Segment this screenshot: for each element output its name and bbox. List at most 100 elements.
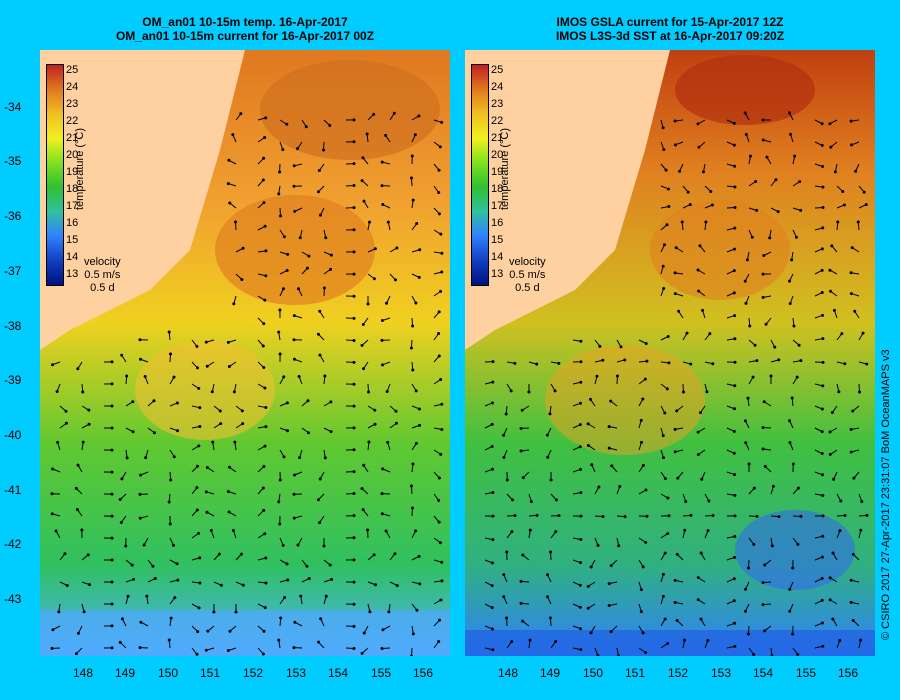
current-arrow-head (262, 465, 266, 469)
current-arrow-head (820, 452, 824, 456)
current-arrow-head (305, 266, 309, 270)
current-arrow-head (832, 477, 836, 481)
current-arrow-head (352, 492, 356, 496)
current-arrow-head (491, 648, 495, 652)
current-arrow-head (437, 499, 441, 503)
lon-tick: 148 (498, 666, 519, 680)
current-arrow-head (329, 430, 333, 434)
cb-tick: 13 (491, 268, 504, 280)
current-arrow-head (145, 594, 149, 598)
current-arrow-head (865, 362, 869, 366)
current-arrow-head (821, 494, 825, 498)
current-arrow-head (262, 366, 266, 370)
current-arrow-head (554, 498, 558, 502)
velocity-label: velocity (84, 256, 121, 268)
current-arrow-head (607, 604, 611, 608)
current-arrow-head (352, 646, 356, 650)
current-arrow-head (352, 404, 356, 408)
current-arrow-head (292, 492, 296, 496)
current-arrow-head (110, 404, 114, 408)
current-arrow-head (579, 538, 583, 542)
current-arrow-head (386, 440, 390, 444)
current-arrow-head (521, 553, 525, 557)
current-arrow-head (579, 380, 583, 384)
current-arrow-head (765, 155, 769, 159)
current-arrow-head (234, 610, 238, 614)
current-arrow-head (372, 112, 376, 116)
current-arrow-head (588, 397, 592, 401)
current-arrow-head (139, 620, 143, 624)
current-arrow-head (138, 492, 142, 496)
current-arrow-head (490, 627, 494, 631)
current-arrow-head (169, 616, 173, 620)
cb-tick: 21 (491, 132, 504, 144)
current-arrow-head (596, 653, 600, 656)
current-arrow-head (680, 220, 684, 224)
current-arrow-head (437, 191, 441, 195)
current-arrow-head (219, 422, 223, 426)
current-arrow-head (733, 514, 737, 518)
current-arrow-head (264, 581, 268, 585)
current-arrow-head (56, 440, 60, 444)
current-arrow-head (607, 582, 611, 586)
current-arrow-head (218, 409, 222, 413)
current-arrow-head (393, 278, 397, 282)
current-arrow-head (790, 258, 794, 262)
current-arrow-head (125, 456, 129, 460)
current-arrow-head (706, 639, 710, 643)
current-arrow-head (279, 214, 283, 218)
current-arrow-head (323, 456, 327, 460)
current-arrow-head (755, 359, 759, 363)
current-arrow-head (296, 543, 300, 547)
current-arrow-head (510, 530, 514, 534)
current-arrow-head (821, 534, 825, 538)
velocity-legend: velocity 0.5 m/s 0.5 d (509, 256, 546, 295)
current-arrow-head (491, 490, 495, 494)
current-arrow-head (385, 389, 389, 393)
current-arrow-head (828, 122, 832, 126)
lon-tick: 150 (158, 666, 179, 680)
current-arrow-head (821, 165, 825, 169)
current-arrow-head (579, 514, 583, 518)
current-arrow-head (415, 222, 419, 226)
current-arrow-head (231, 528, 235, 532)
current-arrow-head (667, 514, 671, 518)
current-arrow-head (829, 145, 833, 149)
lon-tick: 150 (583, 666, 604, 680)
current-arrow-head (293, 209, 297, 213)
mid-eddy (545, 345, 705, 455)
current-arrow-head (705, 390, 709, 394)
current-arrow-head (228, 465, 232, 469)
current-arrow-head (750, 235, 754, 239)
current-arrow-head (709, 190, 713, 194)
current-arrow-head (770, 654, 774, 656)
current-arrow-head (393, 552, 397, 556)
current-arrow-head (793, 154, 797, 158)
current-arrow-head (204, 490, 208, 494)
current-arrow-head (306, 431, 310, 435)
current-arrow-head (860, 499, 864, 503)
current-arrow-head (81, 390, 85, 394)
current-arrow-head (663, 551, 667, 555)
current-arrow-head (761, 138, 765, 142)
current-arrow-head (440, 560, 444, 564)
current-arrow-head (304, 125, 308, 129)
current-arrow-head (673, 271, 677, 275)
current-arrow-head (299, 594, 303, 598)
current-arrow-head (733, 555, 737, 559)
current-arrow-head (50, 492, 54, 496)
current-arrow-head (788, 587, 792, 591)
current-arrow-head (380, 160, 384, 164)
current-arrow-head (761, 581, 765, 585)
current-arrow-head (261, 486, 265, 490)
current-arrow-head (849, 600, 853, 604)
mid-eddy (135, 340, 275, 440)
current-arrow-head (65, 583, 69, 587)
cb-tick: 13 (66, 268, 79, 280)
current-arrow-head (754, 180, 758, 184)
current-arrow-head (281, 543, 285, 547)
current-arrow-head (437, 354, 441, 358)
current-arrow-head (505, 478, 509, 482)
current-arrow-head (666, 641, 670, 645)
current-arrow-head (491, 514, 495, 518)
